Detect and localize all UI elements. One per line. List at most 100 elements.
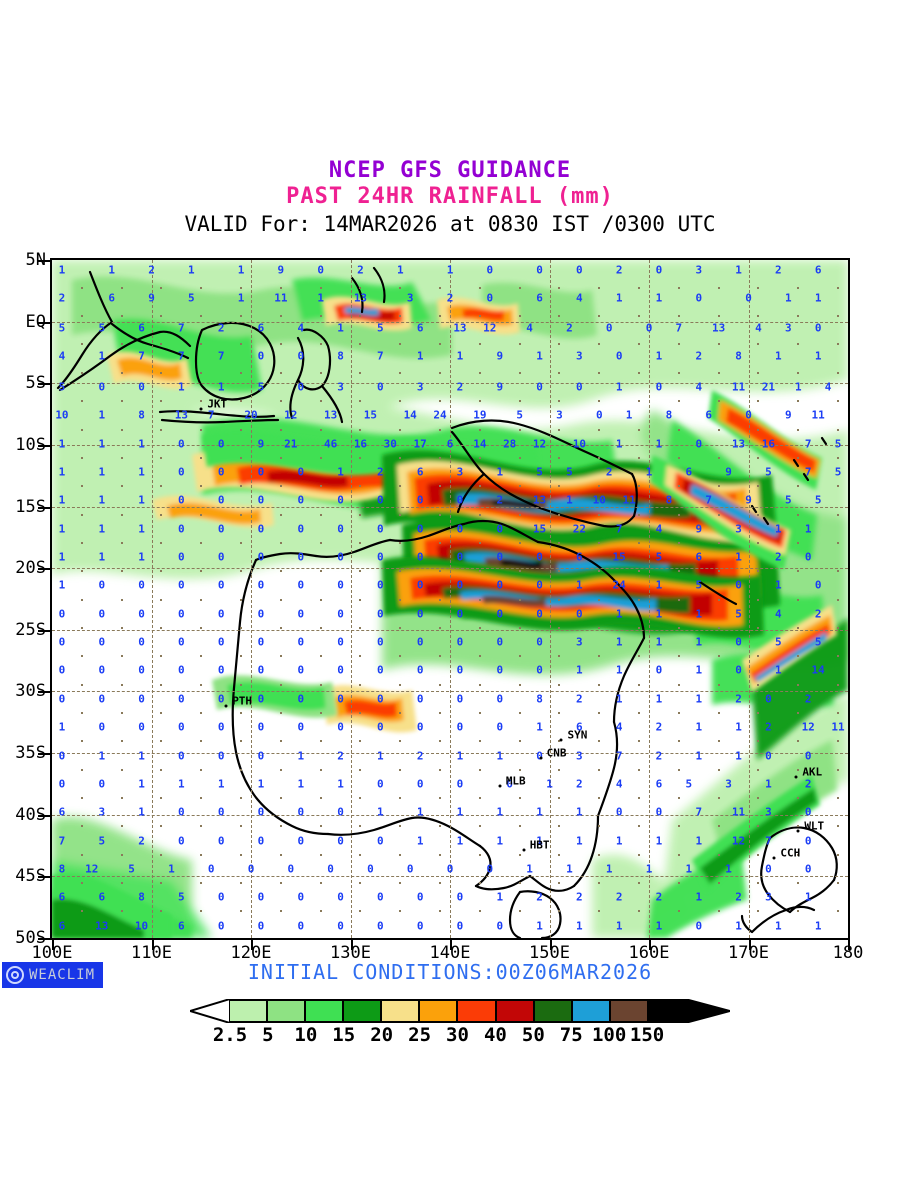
gridpoint-value: 1 <box>416 834 424 848</box>
grid-dot-marker <box>797 768 800 771</box>
gridpoint-value: 0 <box>377 777 384 791</box>
grid-dot-marker <box>359 797 362 800</box>
grid-dot-marker <box>677 797 680 800</box>
grid-dot-marker <box>399 910 402 913</box>
gridpoint-value: 1 <box>377 749 384 763</box>
gridpoint-value: 1 <box>337 465 344 479</box>
gridline-meridian <box>450 260 451 938</box>
grid-dot-marker <box>279 541 282 544</box>
gridpoint-value: 0 <box>327 862 334 876</box>
gridpoint-value: 4 <box>615 720 623 734</box>
gridpoint-value: 7 <box>695 805 703 819</box>
rainfall-colorbar[interactable]: 2.5 5 10 15 20 25 30 40 50 75 100 150 <box>190 999 730 1049</box>
gridpoint-value: 0 <box>217 522 225 536</box>
gridpoint-value: 0 <box>257 692 265 706</box>
grid-dot-marker <box>717 371 720 374</box>
grid-dot-marker <box>717 485 720 488</box>
x-axis-tick-mark <box>450 940 452 950</box>
gridpoint-value: 0 <box>377 663 384 677</box>
grid-dot-marker <box>439 513 442 516</box>
gridpoint-value: 0 <box>337 692 344 706</box>
gridpoint-value: 0 <box>98 777 106 791</box>
grid-dot-marker <box>160 598 163 601</box>
grid-dot-marker <box>638 541 641 544</box>
gridpoint-value: 6 <box>138 321 145 335</box>
colorbar-right-arrow <box>685 999 730 1023</box>
gridpoint-value: 6 <box>58 890 66 904</box>
title-line-product: PAST 24HR RAINFALL (mm) <box>286 184 614 209</box>
grid-dot-marker <box>677 683 680 686</box>
grid-dot-marker <box>200 598 203 601</box>
gridpoint-value: 8 <box>536 692 543 706</box>
gridline-parallel <box>52 876 848 878</box>
gridpoint-value: 0 <box>217 578 225 592</box>
grid-dot-marker <box>399 570 402 573</box>
grid-dot-marker <box>200 343 203 346</box>
grid-dot-marker <box>120 712 123 715</box>
gridpoint-value: 3 <box>406 291 414 305</box>
grid-dot-marker <box>359 371 362 374</box>
gridpoint-value: 2 <box>735 692 742 706</box>
gridpoint-value: 1 <box>138 777 145 791</box>
grid-dot-marker <box>478 626 481 629</box>
gridpoint-value: 15 <box>612 550 626 564</box>
grid-dot-marker <box>478 853 481 856</box>
gridpoint-value: 1 <box>138 522 145 536</box>
grid-dot-marker <box>837 428 840 431</box>
grid-dot-marker <box>638 286 641 289</box>
gridpoint-value: 1 <box>576 919 583 933</box>
colorbar-tick-label: 75 <box>559 1024 583 1046</box>
grid-dot-marker <box>518 768 521 771</box>
gridpoint-value: 5 <box>814 635 822 649</box>
gridpoint-value: 20 <box>244 408 258 422</box>
grid-dot-marker <box>797 428 800 431</box>
gridpoint-value: 0 <box>496 522 504 536</box>
grid-dot-marker <box>279 286 282 289</box>
gridpoint-value: 0 <box>595 408 603 422</box>
colorbar-band <box>572 1001 611 1021</box>
gridline-parallel <box>52 444 848 446</box>
grid-dot-marker <box>478 768 481 771</box>
gridpoint-value: 7 <box>377 349 384 363</box>
grid-dot-marker <box>200 825 203 828</box>
grid-dot-marker <box>359 712 362 715</box>
y-axis-tick-mark <box>38 568 50 571</box>
grid-dot-marker <box>279 371 282 374</box>
grid-dot-marker <box>598 286 601 289</box>
gridpoint-value: 0 <box>297 493 305 507</box>
grid-dot-marker <box>439 825 442 828</box>
grid-dot-marker <box>319 910 322 913</box>
grid-dot-marker <box>638 598 641 601</box>
grid-dot-marker <box>478 598 481 601</box>
grid-dot-marker <box>359 315 362 318</box>
grid-dot-marker <box>518 315 521 318</box>
rainfall-map-plot[interactable]: 1 1 2 1 1 9 0 2 1 1 0 0 0 2 0 3 1 2 6 2 6 9 5 1 11 1 13 3 2 0 6 4 1 1 0 0 1 1… <box>50 258 850 940</box>
gridpoint-value: 0 <box>605 321 613 335</box>
gridpoint-value: 0 <box>98 380 106 394</box>
gridpoint-value: 9 <box>745 493 752 507</box>
weaclim-logo[interactable]: WEACLIM <box>2 962 104 988</box>
gridpoint-value: 0 <box>217 720 225 734</box>
grid-dot-marker <box>359 598 362 601</box>
colorbar-tick-label: 2.5 <box>212 1024 248 1046</box>
gridpoint-value: 0 <box>377 493 384 507</box>
grid-dot-marker <box>200 371 203 374</box>
gridpoint-value: 0 <box>297 663 305 677</box>
grid-dot-marker <box>359 853 362 856</box>
grid-dot-marker <box>837 626 840 629</box>
gridpoint-value: 2 <box>765 720 772 734</box>
gridpoint-value: 0 <box>257 890 265 904</box>
gridpoint-value: 0 <box>496 692 504 706</box>
grid-dot-marker <box>558 910 561 913</box>
gridpoint-value: 0 <box>406 862 414 876</box>
grid-dot-marker <box>677 882 680 885</box>
grid-dot-marker <box>200 485 203 488</box>
grid-dot-marker <box>319 513 322 516</box>
y-axis-tick-label: 40S <box>15 804 46 825</box>
gridpoint-value: 4 <box>615 777 623 791</box>
grid-dot-marker <box>797 456 800 459</box>
gridline-parallel <box>52 691 848 693</box>
grid-dot-marker <box>558 712 561 715</box>
gridpoint-value: 0 <box>138 663 145 677</box>
gridpoint-value: 0 <box>655 805 663 819</box>
